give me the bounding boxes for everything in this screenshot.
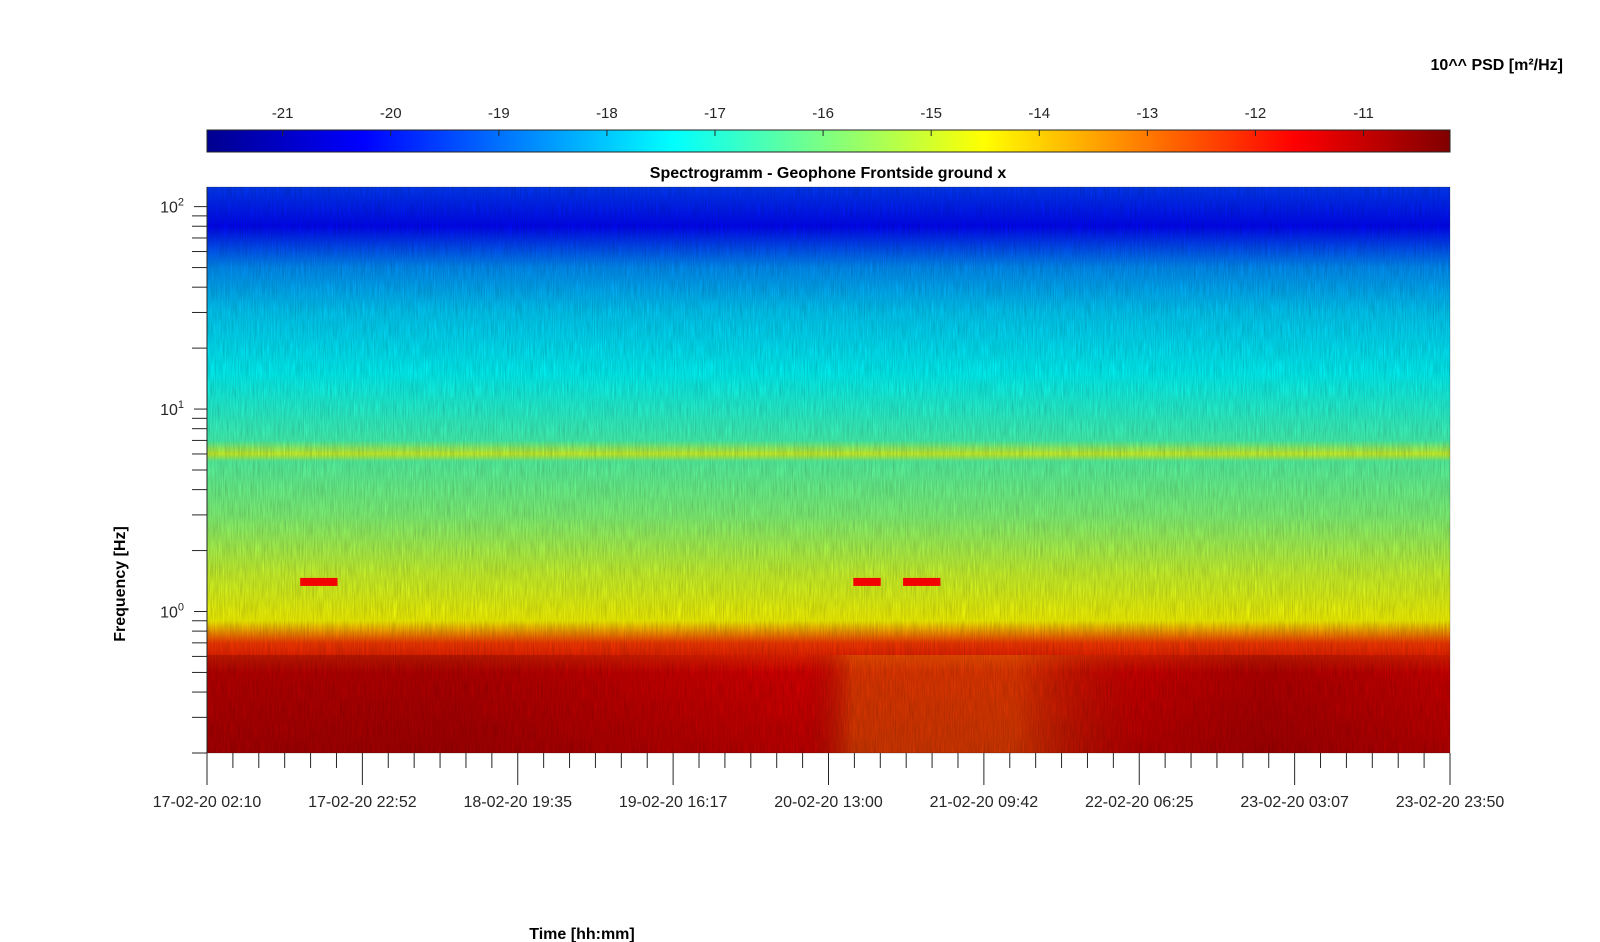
x-tick-label: 23-02-20 23:50 bbox=[1396, 794, 1505, 811]
colorbar-tick-label: -16 bbox=[812, 105, 834, 122]
colorbar-ticks: -21 -20 -19 -18 -17 -16 -15 -14 -13 -12 -11 bbox=[272, 105, 1374, 136]
y-axis-label: Frequency [Hz] bbox=[112, 526, 129, 642]
event-marker bbox=[903, 577, 941, 586]
event-marker bbox=[853, 577, 881, 586]
colorbar-tick-label: -20 bbox=[380, 105, 402, 122]
colorbar-tick-label: -14 bbox=[1028, 105, 1050, 122]
y-tick-label: 102 bbox=[160, 197, 184, 217]
x-tick-label: 21-02-20 09:42 bbox=[930, 794, 1039, 811]
colorbar-gradient bbox=[206, 129, 1451, 153]
colorbar-tick-label: -12 bbox=[1245, 105, 1267, 122]
chart-title: Spectrogramm - Geophone Frontside ground… bbox=[650, 165, 1007, 182]
colorbar-label: 10^^ PSD [m²/Hz] bbox=[1431, 57, 1563, 74]
x-tick-label: 22-02-20 06:25 bbox=[1085, 794, 1194, 811]
x-tick-label: 17-02-20 02:10 bbox=[153, 794, 262, 811]
plot-area bbox=[207, 187, 1450, 753]
event-markers bbox=[300, 577, 941, 586]
x-tick-label: 23-02-20 03:07 bbox=[1240, 794, 1349, 811]
y-tick-label: 101 bbox=[160, 399, 184, 419]
y-tick-label: 100 bbox=[160, 602, 184, 622]
colorbar-tick-label: -19 bbox=[488, 105, 510, 122]
colorbar-tick-label: -18 bbox=[596, 105, 618, 122]
colorbar-tick-label: -13 bbox=[1137, 105, 1159, 122]
x-tick-label: 19-02-20 16:17 bbox=[619, 794, 728, 811]
x-tick-label: 20-02-20 13:00 bbox=[774, 794, 883, 811]
event-marker bbox=[300, 577, 338, 586]
x-tick-label: 17-02-20 22:52 bbox=[308, 794, 417, 811]
y-axis: 100 101 102 bbox=[160, 187, 208, 754]
colorbar: -21 -20 -19 -18 -17 -16 -15 -14 -13 -12 -11 10^^ P… bbox=[206, 57, 1563, 153]
colorbar-tick-label: -15 bbox=[920, 105, 942, 122]
noise-texture bbox=[207, 187, 1450, 753]
colorbar-tick-label: -17 bbox=[704, 105, 726, 122]
x-axis-label: Time [hh:mm] bbox=[529, 926, 634, 942]
x-axis: 17-02-20 02:10 17-02-20 22:52 18-02-20 19:… bbox=[153, 753, 1505, 811]
colorbar-tick-label: -11 bbox=[1353, 105, 1374, 122]
x-tick-label: 18-02-20 19:35 bbox=[463, 794, 572, 811]
colorbar-tick-label: -21 bbox=[272, 105, 294, 122]
